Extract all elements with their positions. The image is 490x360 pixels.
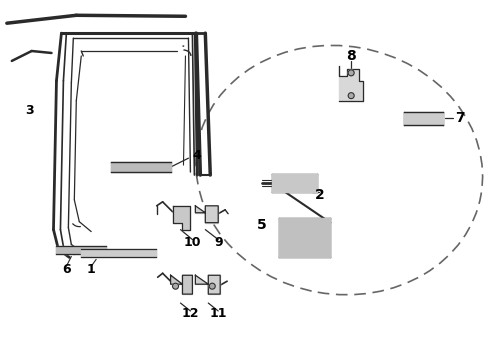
Text: 9: 9 <box>214 236 222 249</box>
Polygon shape <box>171 275 193 294</box>
Polygon shape <box>196 275 220 294</box>
Text: 11: 11 <box>209 307 227 320</box>
Polygon shape <box>339 66 363 100</box>
Polygon shape <box>196 206 218 223</box>
Circle shape <box>348 93 354 99</box>
Text: 7: 7 <box>456 112 465 126</box>
Circle shape <box>172 283 178 289</box>
Text: 12: 12 <box>182 307 199 320</box>
Circle shape <box>348 70 354 76</box>
Text: 5: 5 <box>257 218 267 231</box>
Text: 6: 6 <box>62 263 71 276</box>
Polygon shape <box>172 206 191 230</box>
Text: 8: 8 <box>346 49 356 63</box>
Text: 2: 2 <box>315 188 324 202</box>
Text: 1: 1 <box>87 263 96 276</box>
Text: 3: 3 <box>25 104 34 117</box>
Text: 10: 10 <box>184 236 201 249</box>
Text: 4: 4 <box>192 149 201 162</box>
Circle shape <box>209 283 215 289</box>
